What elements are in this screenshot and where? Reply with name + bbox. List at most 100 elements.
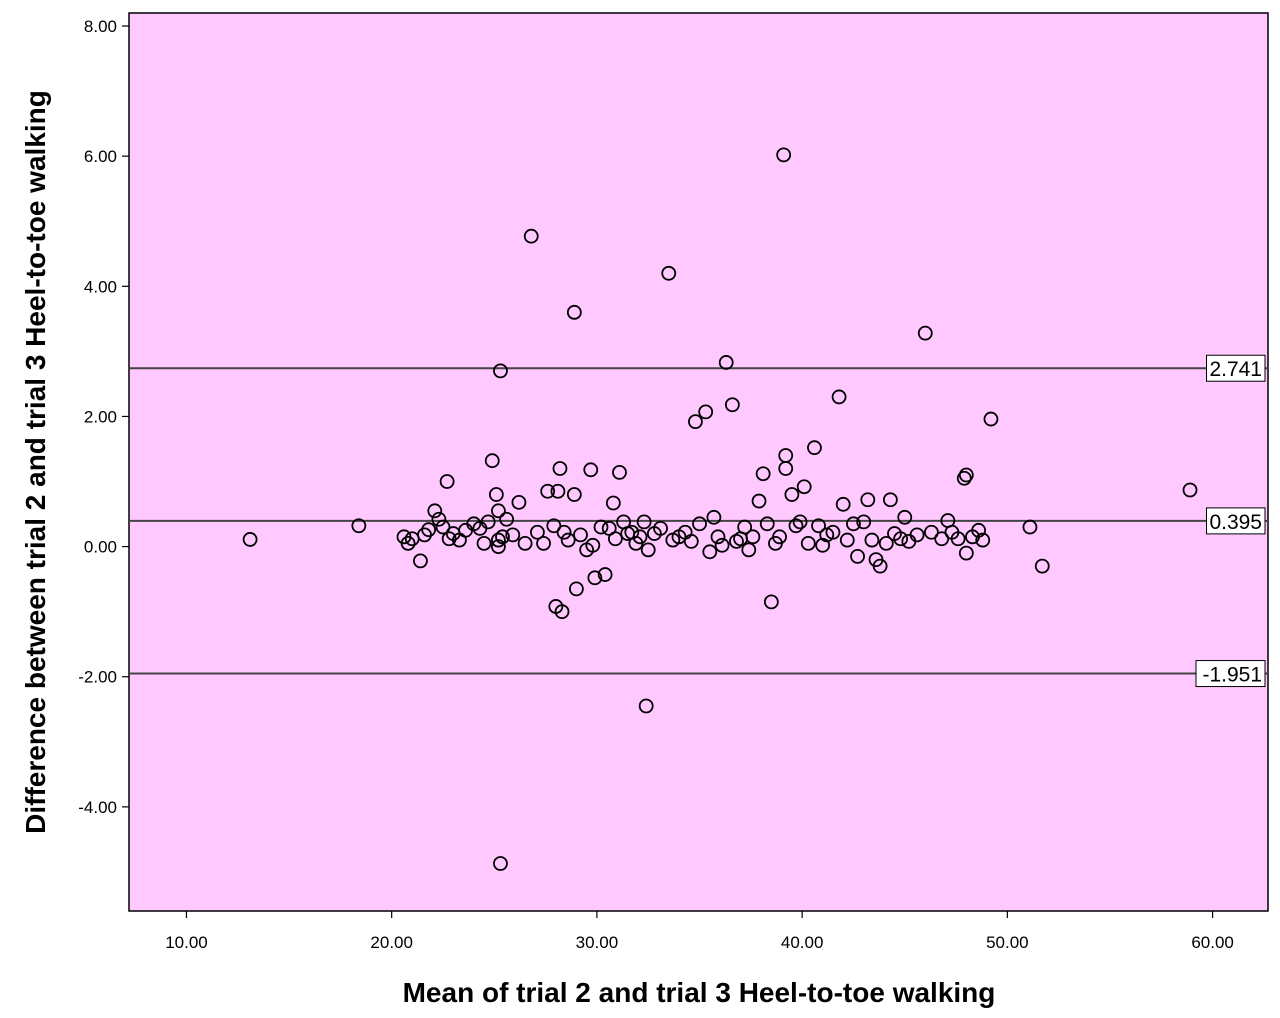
y-axis-title: Difference between trial 2 and trial 3 H… [20, 90, 51, 834]
data-point [878, 535, 894, 551]
x-tick-label: 20.00 [370, 933, 413, 952]
data-point [860, 492, 876, 508]
data-point [413, 553, 428, 569]
data-point [523, 228, 539, 244]
data-point [607, 531, 623, 547]
data-point [1182, 482, 1198, 498]
data-point [924, 524, 939, 540]
data-point [653, 520, 668, 536]
data-point [493, 363, 508, 379]
data-point [427, 503, 443, 519]
data-point [688, 414, 703, 430]
data-point [484, 453, 500, 469]
data-point [856, 514, 872, 530]
data-point [400, 535, 416, 551]
data-point [751, 493, 767, 509]
data-point [776, 147, 792, 163]
y-tick-label: 2.00 [84, 407, 117, 426]
data-point [1022, 519, 1038, 535]
data-point [605, 495, 621, 511]
data-point [872, 558, 888, 574]
data-point [546, 518, 562, 534]
data-point [975, 532, 991, 548]
data-point [950, 531, 966, 547]
data-point [718, 355, 734, 370]
lower-limit-of-agreement-label-box [1195, 660, 1266, 688]
upper-limit-of-agreement-label-box [1206, 354, 1266, 382]
data-point [573, 527, 588, 543]
data-point [612, 465, 627, 480]
data-point [737, 519, 753, 535]
data-point [792, 514, 808, 530]
y-tick-label: 4.00 [84, 277, 117, 296]
data-points [242, 147, 1198, 871]
data-point [971, 522, 987, 538]
data-point [755, 466, 771, 482]
data-point [587, 570, 603, 586]
y-tick-label: 8.00 [84, 17, 117, 36]
data-point [846, 516, 861, 532]
data-point [835, 496, 851, 512]
data-point [661, 265, 677, 281]
data-point [763, 594, 779, 610]
data-point [934, 531, 950, 547]
data-point [882, 492, 898, 508]
data-point [529, 524, 545, 540]
data-point [784, 487, 800, 502]
data-point [585, 537, 601, 553]
x-tick-label: 50.00 [986, 933, 1029, 952]
data-point [491, 539, 506, 554]
data-point [850, 548, 865, 564]
data-point [909, 527, 925, 543]
data-point [491, 532, 506, 548]
data-point [958, 467, 974, 483]
data-point [724, 397, 740, 413]
y-tick-label: 6.00 [84, 147, 117, 166]
data-point [421, 522, 437, 538]
plot-background [128, 12, 1269, 912]
data-point [983, 411, 999, 427]
data-point [499, 511, 515, 527]
data-point [714, 537, 730, 553]
data-point [893, 531, 909, 547]
data-point [800, 535, 816, 551]
data-point [476, 535, 492, 551]
data-point [706, 509, 722, 525]
data-point [958, 545, 974, 561]
data-point [568, 581, 584, 597]
y-tick-label: -4.00 [78, 798, 117, 817]
data-point [552, 461, 568, 476]
lower-limit-of-agreement-label: -1.951 [1202, 664, 1262, 687]
x-tick-label: 60.00 [1191, 933, 1234, 952]
y-axis: -4.00 -2.00 0.00 2.00 4.00 6.00 8.00 [78, 17, 129, 817]
data-point [772, 529, 787, 545]
reference-lines: 2.741 0.395 -1.951 [129, 354, 1268, 688]
data-point [640, 542, 656, 558]
x-tick-label: 10.00 [165, 933, 208, 952]
data-point [480, 514, 496, 530]
data-point [788, 518, 804, 534]
data-point [540, 483, 556, 499]
data-point [488, 487, 504, 502]
x-tick-label: 30.00 [576, 933, 619, 952]
data-point [897, 509, 913, 525]
x-tick-label: 40.00 [781, 933, 824, 952]
data-point [566, 487, 582, 502]
data-point [917, 325, 933, 341]
data-point [710, 529, 726, 545]
data-point [698, 404, 714, 420]
data-point [741, 542, 757, 558]
data-point [593, 519, 609, 535]
mean-difference-label-box [1206, 507, 1266, 535]
data-point [759, 516, 775, 532]
x-axis: 10.00 20.00 30.00 40.00 50.00 60.00 [165, 911, 1234, 952]
data-point [517, 535, 533, 551]
mean-difference-label: 0.395 [1209, 511, 1262, 534]
upper-limit-of-agreement-label: 2.741 [1209, 358, 1262, 381]
data-point [745, 529, 761, 545]
data-point [702, 544, 718, 560]
data-point [825, 524, 841, 540]
data-point [511, 494, 527, 510]
data-point [493, 856, 508, 871]
